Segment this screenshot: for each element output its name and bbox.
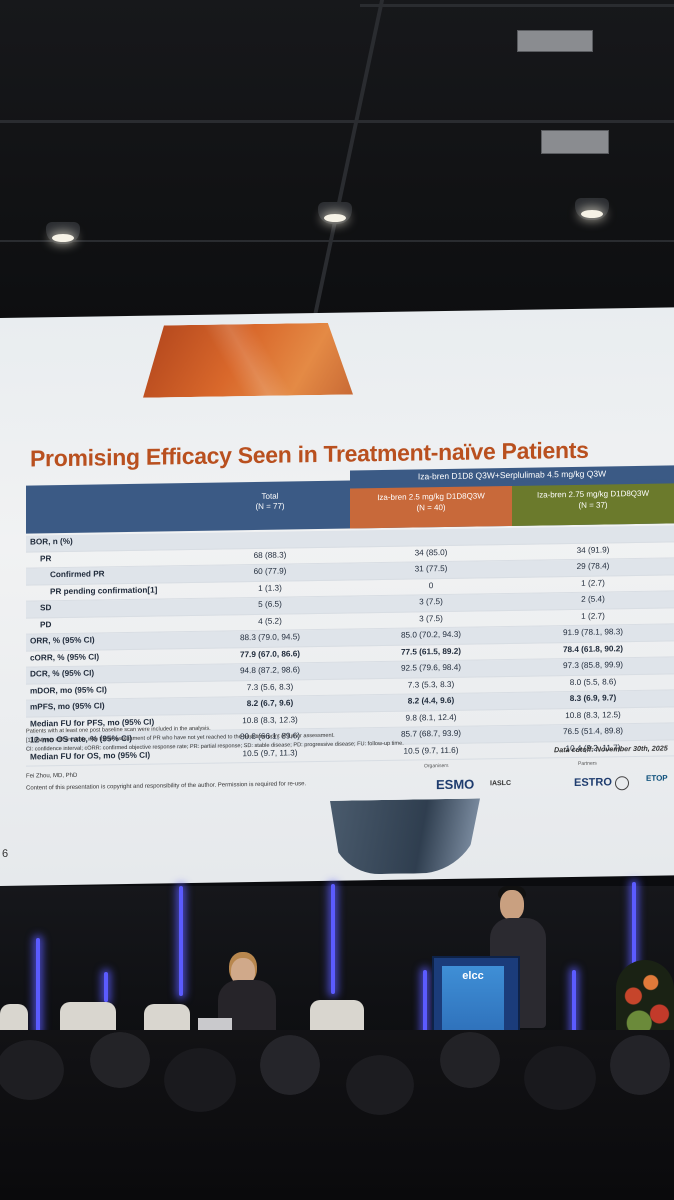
author: Fei Zhou, MD, PhD: [26, 772, 78, 780]
cell-total: 60 (77.9): [253, 566, 287, 577]
cell-arm1: 7.3 (5.3, 8.3): [407, 679, 455, 690]
stage-light-bar: [572, 970, 576, 1040]
ceiling-truss: [0, 240, 674, 242]
partners-label: Partners: [578, 760, 597, 767]
row-label: Confirmed PR: [50, 569, 105, 580]
cell-arm2: 78.4 (61.8, 90.2): [562, 643, 624, 654]
cell-arm2: 2 (5.4): [581, 594, 605, 604]
mercedes-like-icon: [615, 776, 629, 791]
cell-arm2: 1 (2.7): [581, 610, 605, 621]
ceiling-truss: [360, 4, 674, 7]
stage-light-bar: [423, 970, 427, 1040]
row-label: SD: [40, 603, 52, 613]
podium-screen: elcc: [442, 966, 504, 1040]
cell-arm2: 8.0 (5.5, 8.6): [569, 676, 617, 687]
cell-total: 77.9 (67.0, 86.6): [239, 648, 301, 659]
speaker-head: [500, 890, 524, 920]
column-arm1: Iza-bren 2.5 mg/kg D1D8Q3W (N = 40): [350, 485, 512, 529]
cell-arm2: 1 (2.7): [581, 577, 605, 588]
row-label: DCR, % (95% CI): [30, 668, 95, 679]
spotlight: [46, 222, 80, 244]
spotlight: [318, 202, 352, 224]
cell-arm1: 0: [428, 580, 434, 590]
column-arm1-n: (N = 40): [416, 503, 446, 513]
data-cutoff: Data cutoff: November 30th, 2025: [554, 743, 668, 755]
stage-light-bar: [632, 882, 636, 992]
cell-arm1: 77.5 (61.5, 89.2): [400, 646, 462, 657]
slide-decoration-top: [143, 322, 353, 397]
cell-arm2: 91.9 (78.1, 98.3): [562, 627, 624, 638]
audience: [0, 1030, 674, 1200]
row-label: BOR, n (%): [30, 536, 73, 547]
row-label: PR pending confirmation[1]: [50, 585, 158, 596]
cell-arm1: 92.5 (79.6, 98.4): [400, 662, 462, 673]
iaslc-logo: IASLC: [490, 779, 511, 788]
row-label: ORR, % (95% CI): [30, 635, 95, 646]
cell-total: 7.3 (5.6, 8.3): [246, 681, 294, 692]
stage-light-bar: [36, 938, 40, 1034]
column-total-n: (N = 77): [255, 501, 285, 511]
podium-logo: elcc: [462, 970, 484, 982]
cell-total: 5 (6.5): [258, 599, 282, 609]
etop-logo: ETOP: [646, 773, 668, 783]
ceiling-truss: [0, 120, 674, 123]
esmo-logo: ESMO: [436, 776, 475, 793]
cell-total: 1 (1.3): [258, 583, 282, 593]
estro-logo: ESTRO: [574, 776, 612, 789]
page-number: 6: [2, 847, 9, 860]
stage-light-bar: [331, 884, 335, 994]
cell-arm1: 8.2 (4.4, 9.6): [407, 695, 455, 706]
spotlight: [575, 198, 609, 220]
stage-light-bar: [104, 972, 108, 1002]
cell-arm1: 3 (7.5): [419, 597, 443, 607]
cell-arm2: 97.3 (85.8, 99.9): [562, 660, 624, 671]
ceiling-truss: [309, 0, 385, 330]
ceiling: [0, 0, 674, 330]
cell-arm1: 31 (77.5): [414, 563, 448, 574]
ceiling-fixture: [517, 30, 593, 52]
projection-screen: Promising Efficacy Seen in Treatment-naï…: [0, 307, 674, 886]
cell-arm1: 3 (7.5): [419, 613, 443, 623]
column-total: Total (N = 77): [220, 491, 320, 513]
slide-decoration-bottom: [330, 798, 480, 874]
column-arm2: Iza-bren 2.75 mg/kg D1D8Q3W (N = 37): [512, 483, 674, 526]
laptop: [198, 1018, 232, 1032]
cell-arm2: 10.8 (8.3, 12.5): [565, 709, 621, 720]
row-label: PR: [40, 553, 52, 563]
cell-arm2: 76.5 (51.4, 89.8): [562, 726, 624, 737]
cell-arm2: 29 (78.4): [576, 561, 610, 571]
cell-total: 8.2 (6.7, 9.6): [246, 698, 294, 709]
row-label: PD: [40, 619, 52, 629]
row-label: mDOR, mo (95% CI): [30, 684, 107, 696]
row-label: mPFS, mo (95% CI): [30, 701, 105, 712]
cell-total: 88.3 (79.0, 94.5): [239, 632, 301, 643]
stage-light-bar: [179, 886, 183, 996]
ceiling-fixture: [541, 130, 609, 154]
cell-arm2: 8.3 (6.9, 9.7): [569, 693, 617, 704]
cell-total: 4 (5.2): [258, 616, 282, 626]
organisers-label: Organisers: [424, 762, 449, 770]
cell-total: 68 (88.3): [253, 550, 287, 560]
cell-arm2: 34 (91.9): [576, 544, 610, 555]
cell-total: 94.8 (87.2, 98.6): [239, 665, 301, 676]
cell-arm1: 85.0 (70.2, 94.3): [400, 629, 462, 640]
cell-arm1: 34 (85.0): [414, 547, 448, 557]
row-label: cORR, % (95% CI): [30, 651, 100, 663]
copyright-notice: Content of this presentation is copyrigh…: [26, 781, 307, 792]
